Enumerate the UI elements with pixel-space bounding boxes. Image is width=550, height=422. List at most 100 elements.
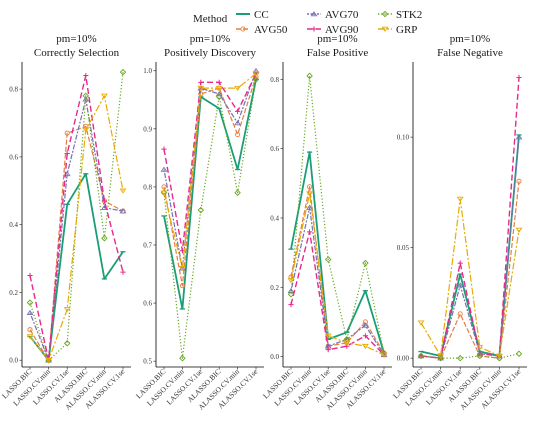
panel-title: pm=10% <box>450 33 490 45</box>
series-line-stk2 <box>420 353 520 359</box>
data-point-avg70 <box>119 208 127 214</box>
data-point-grp <box>495 353 503 359</box>
data-point-stk2 <box>215 93 223 101</box>
data-point-avg70 <box>515 134 523 140</box>
data-point-stk2 <box>417 352 425 360</box>
y-tick-label: 0.5 <box>143 358 152 366</box>
y-tick-label: 0.8 <box>9 86 18 94</box>
series-line-stk2 <box>163 79 257 359</box>
panel-subtitle: Correctly Selection <box>34 47 120 59</box>
data-point-grp <box>380 352 388 358</box>
data-point-stk2 <box>63 340 71 347</box>
data-point-stk2 <box>119 68 127 76</box>
data-point-avg90 <box>457 260 463 266</box>
legend-item-avg70: AVG70 <box>307 9 359 21</box>
series-line-avg50 <box>420 181 520 359</box>
series-line-cc <box>163 79 257 310</box>
data-point-grp <box>437 353 445 359</box>
data-point-stk2 <box>306 72 313 80</box>
chart-panels: pm=10% Correctly Selection 0.0 0.2 0.4 0.6 0.8… <box>0 33 527 412</box>
series-line-grp <box>420 198 520 357</box>
data-point-avg70 <box>306 204 314 210</box>
data-point-grp <box>197 85 205 92</box>
legend-title: Method <box>193 13 228 25</box>
panel-3: pm=10%False Positive0.00.20.40.60.8LASSO… <box>261 33 392 412</box>
y-tick-label: 0.7 <box>143 242 152 250</box>
series-line-avg70 <box>29 98 124 361</box>
series-grp <box>160 71 260 272</box>
series-line-cc <box>420 134 520 357</box>
series-line-cc <box>29 172 124 362</box>
data-point-avg90 <box>288 302 294 308</box>
data-point-avg70 <box>456 282 464 288</box>
y-tick-label: 0.10 <box>397 134 410 142</box>
data-point-grp <box>119 188 127 194</box>
series-stk2 <box>26 68 127 364</box>
data-point-stk2 <box>496 354 503 362</box>
series-avg70 <box>26 96 127 363</box>
data-point-avg70 <box>234 120 242 126</box>
data-point-grp <box>306 191 314 197</box>
series-avg70 <box>417 134 523 361</box>
data-point-avg50 <box>64 130 70 136</box>
series-avg90 <box>161 71 259 254</box>
data-point-avg90 <box>101 198 107 204</box>
data-point-avg90 <box>64 150 70 157</box>
legend-key-marker-grp <box>381 26 389 32</box>
data-point-avg90 <box>27 272 33 279</box>
data-point-stk2 <box>362 259 369 267</box>
data-point-grp <box>100 93 108 99</box>
data-point-avg90 <box>325 347 331 353</box>
data-point-avg70 <box>215 91 223 97</box>
series-stk2 <box>287 72 388 357</box>
data-point-grp <box>252 71 260 77</box>
data-point-stk2 <box>101 234 108 242</box>
legend-key-marker-avg50 <box>240 26 246 32</box>
data-point-avg90 <box>120 269 126 275</box>
y-tick-label: 0.8 <box>143 183 152 191</box>
series-line-grp <box>29 95 124 361</box>
series-avg70 <box>287 204 388 358</box>
series-line-cc <box>290 151 385 354</box>
data-point-grp <box>26 334 34 340</box>
data-point-grp <box>45 357 53 364</box>
series-cc <box>161 78 259 310</box>
series-line-grp <box>163 73 257 269</box>
series-line-avg70 <box>163 70 257 269</box>
data-point-grp <box>82 127 90 133</box>
data-point-stk2 <box>234 189 241 196</box>
series-line-avg90 <box>420 77 520 359</box>
data-point-avg90 <box>216 79 222 85</box>
data-point-avg50 <box>179 283 185 289</box>
data-point-avg90 <box>198 79 204 85</box>
series-avg50 <box>288 184 387 356</box>
legend-item-grp: GRP <box>378 24 417 36</box>
data-point-avg50 <box>83 123 89 129</box>
data-point-stk2 <box>26 299 34 306</box>
data-point-avg50 <box>307 184 313 190</box>
panel-subtitle: False Positive <box>307 47 369 59</box>
data-point-stk2 <box>179 355 186 362</box>
data-point-grp <box>476 344 484 351</box>
series-line-stk2 <box>290 75 385 354</box>
legend-label-avg70: AVG70 <box>325 9 359 21</box>
series-line-avg50 <box>290 186 385 354</box>
data-point-avg70 <box>287 287 295 294</box>
panel-1: pm=10% Correctly Selection 0.0 0.2 0.4 0.6 0.8… <box>0 33 131 412</box>
data-point-avg90 <box>235 108 241 114</box>
y-tick-label: 0.00 <box>397 355 410 363</box>
series-avg90 <box>418 74 522 361</box>
data-point-avg90 <box>307 229 313 235</box>
series-grp <box>26 93 127 364</box>
series-line-avg50 <box>163 76 257 287</box>
data-point-grp <box>324 333 332 339</box>
data-point-avg90 <box>161 146 167 152</box>
series-avg90 <box>288 229 387 358</box>
data-point-avg70 <box>82 96 90 102</box>
y-tick-label: 0.2 <box>9 289 18 297</box>
y-tick-label: 1.0 <box>143 67 152 75</box>
data-point-avg90 <box>418 353 424 359</box>
series-line-avg90 <box>163 73 257 252</box>
data-point-stk2 <box>380 349 388 357</box>
series-cc <box>418 134 522 357</box>
